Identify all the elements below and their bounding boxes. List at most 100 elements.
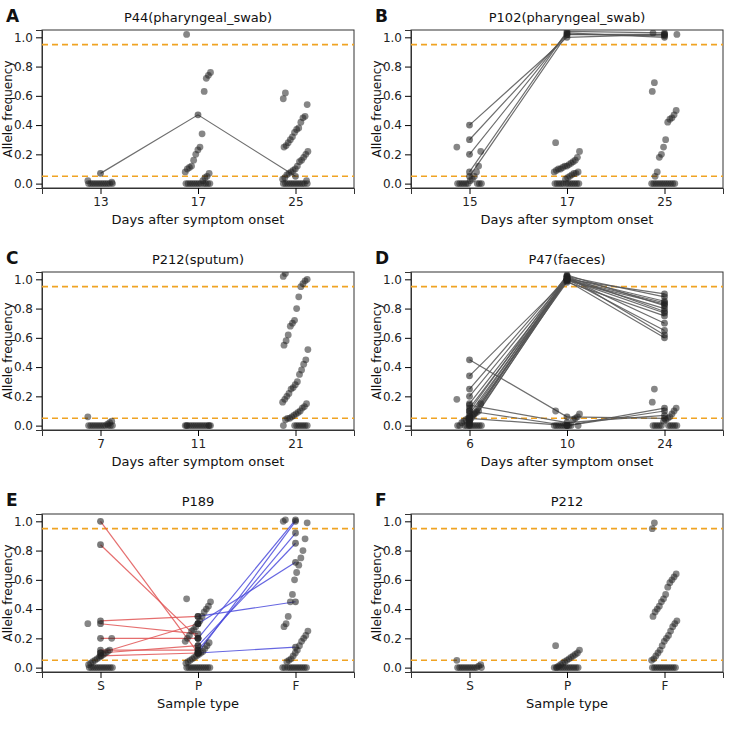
y-tick-label: 1.0	[14, 273, 33, 287]
variant-point	[477, 400, 484, 407]
y-tick: 0.4	[383, 360, 411, 374]
x-tick: 17	[560, 188, 575, 209]
trajectory-point	[466, 356, 473, 363]
y-tick-mark	[405, 37, 411, 38]
panel: 0.00.20.40.60.81.0151725BP102(pharyngeal…	[370, 6, 724, 227]
trajectory-point	[292, 598, 299, 605]
trajectory-line	[101, 521, 199, 653]
y-tick-label: 0.8	[14, 60, 33, 74]
panel: 0.00.20.40.60.81.0131725AP44(pharyngeal_…	[1, 6, 355, 227]
y-tick: 0.8	[383, 60, 411, 74]
variant-point	[474, 180, 481, 187]
trajectory-point	[97, 170, 104, 177]
variant-point	[664, 584, 671, 591]
trajectory-point	[661, 334, 668, 341]
variant-point	[651, 79, 658, 86]
variant-point	[85, 422, 92, 429]
variant-point	[552, 139, 559, 146]
variant-point	[453, 144, 460, 151]
y-tick-label: 0.2	[14, 632, 33, 646]
x-tick: 13	[93, 188, 108, 209]
y-tick-mark	[36, 638, 42, 639]
x-tick-mark	[296, 430, 297, 436]
y-tick: 1.0	[383, 31, 411, 45]
plot-area	[42, 516, 354, 671]
trajectory-line	[470, 33, 665, 154]
trajectory-point	[564, 422, 571, 429]
variant-point	[478, 664, 485, 671]
y-tick-mark	[405, 309, 411, 310]
y-tick: 0.2	[383, 632, 411, 646]
y-tick: 0.6	[383, 573, 411, 587]
trajectory-point	[661, 31, 668, 38]
plot-frame	[42, 272, 354, 430]
panel: 0.00.20.40.60.81.0SPFEP189Sample typeAll…	[1, 490, 355, 711]
variant-point	[280, 518, 287, 525]
variant-point	[192, 151, 199, 158]
trajectory-point	[195, 111, 202, 118]
x-tick-mark	[665, 430, 666, 436]
x-tick-label: 25	[288, 195, 303, 209]
variant-point	[289, 591, 296, 598]
reference-line	[42, 44, 354, 46]
y-tick-mark	[405, 338, 411, 339]
y-axis-title: Allele frequency	[370, 303, 384, 400]
variant-point	[552, 642, 559, 649]
y-tick: 0.4	[14, 118, 42, 132]
y-tick: 0.6	[383, 331, 411, 345]
x-tick-mark	[101, 430, 102, 436]
trajectory-point	[97, 541, 104, 548]
y-tick: 0.8	[14, 544, 42, 558]
y-tick-label: 0.0	[14, 661, 33, 675]
x-tick-label: F	[662, 679, 669, 693]
y-tick: 0.0	[14, 177, 42, 191]
trajectory-point	[195, 642, 202, 649]
x-axis-title: Days after symptom onset	[481, 454, 654, 469]
x-axis-title: Sample type	[526, 696, 608, 711]
y-tick-mark	[405, 609, 411, 610]
x-tick: 15	[462, 188, 477, 209]
y-tick-mark	[405, 96, 411, 97]
y-tick: 0.8	[383, 544, 411, 558]
y-tick-label: 0.2	[383, 632, 402, 646]
y-tick-mark	[405, 125, 411, 126]
variant-point	[285, 332, 292, 339]
variant-point	[454, 180, 461, 187]
y-axis-title: Allele frequency	[370, 61, 384, 158]
variant-point	[662, 136, 669, 143]
trajectory-line	[470, 275, 665, 411]
x-axis-title: Days after symptom onset	[112, 212, 285, 227]
trajectory-point	[564, 276, 571, 283]
y-tick: 1.0	[383, 515, 411, 529]
y-tick: 0.6	[14, 89, 42, 103]
chart-title: P212	[551, 494, 584, 509]
y-tick-mark	[36, 426, 42, 427]
variant-point	[453, 657, 460, 664]
trajectory-point	[564, 276, 571, 283]
panel-label: D	[375, 248, 389, 268]
variant-point	[84, 413, 91, 420]
variant-point	[554, 664, 561, 671]
y-tick-mark	[36, 396, 42, 397]
trajectory-line	[198, 562, 296, 623]
variant-point	[281, 623, 288, 630]
trajectory-point	[564, 276, 571, 283]
trajectory-point	[466, 408, 473, 415]
x-tick: 24	[657, 430, 672, 451]
variant-point	[674, 31, 681, 38]
y-tick: 1.0	[14, 273, 42, 287]
trajectory-point	[564, 276, 571, 283]
trajectory-point	[466, 122, 473, 129]
x-tick-mark	[198, 430, 199, 436]
reference-line	[411, 44, 723, 46]
x-tick-label: 17	[191, 195, 206, 209]
x-tick-mark	[296, 188, 297, 194]
y-tick: 0.4	[14, 602, 42, 616]
panel: 0.00.20.40.60.81.0SPFFP212Sample typeAll…	[370, 490, 724, 711]
x-tick-label: 11	[191, 437, 206, 451]
y-tick-label: 0.4	[14, 360, 33, 374]
y-axis-line	[405, 515, 412, 673]
panel-label: F	[375, 490, 387, 510]
panel-label: C	[6, 248, 18, 268]
x-tick: 11	[191, 430, 206, 451]
